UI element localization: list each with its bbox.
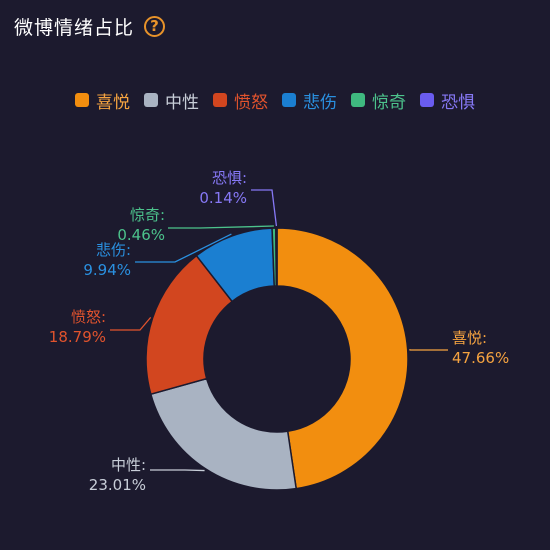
- legend-label: 愤怒: [234, 92, 268, 113]
- chart-header: 微博情绪占比 ?: [14, 10, 166, 42]
- legend-item[interactable]: 恐惧: [420, 88, 475, 113]
- legend-swatch: [75, 93, 89, 107]
- legend-item[interactable]: 惊奇: [351, 88, 406, 113]
- chart-title: 微博情绪占比: [14, 16, 135, 39]
- legend-label: 中性: [165, 92, 199, 113]
- legend-swatch: [144, 93, 158, 107]
- donut-slice[interactable]: [276, 227, 409, 490]
- legend-label: 惊奇: [372, 92, 406, 113]
- leader-line: [409, 348, 448, 351]
- leader-line: [110, 316, 152, 331]
- legend-item[interactable]: 愤怒: [213, 88, 268, 113]
- legend-item[interactable]: 喜悦: [75, 88, 130, 113]
- legend-swatch: [420, 93, 434, 107]
- legend-item[interactable]: 悲伤: [282, 88, 337, 113]
- slice-value-label: 9.94%: [83, 261, 131, 279]
- chart-legend: 喜悦 中性 愤怒 悲伤 惊奇 恐惧: [0, 86, 550, 114]
- leader-line: [251, 189, 278, 227]
- leader-line: [168, 225, 274, 229]
- legend-label: 悲伤: [303, 92, 337, 113]
- leader-line: [150, 469, 205, 472]
- slice-name-label: 恐惧:: [212, 169, 247, 187]
- legend-item[interactable]: 中性: [144, 88, 199, 113]
- donut-slice[interactable]: [275, 227, 278, 287]
- legend-label: 恐惧: [441, 92, 475, 113]
- legend-swatch: [213, 93, 227, 107]
- slice-name-label: 中性:: [111, 456, 146, 474]
- slice-value-label: 47.66%: [452, 349, 509, 367]
- legend-label: 喜悦: [96, 92, 130, 113]
- slice-name-label: 喜悦:: [452, 329, 487, 347]
- slice-name-label: 悲伤:: [96, 241, 131, 259]
- slice-value-label: 18.79%: [49, 328, 106, 346]
- slice-value-label: 0.14%: [199, 189, 247, 207]
- slice-value-label: 0.46%: [117, 226, 165, 244]
- legend-swatch: [351, 93, 365, 107]
- slice-name-label: 惊奇:: [130, 206, 165, 224]
- donut-slice[interactable]: [149, 377, 298, 491]
- slice-value-label: 23.01%: [89, 476, 146, 494]
- legend-swatch: [282, 93, 296, 107]
- leader-line: [135, 233, 232, 263]
- question-circle-icon[interactable]: ?: [144, 15, 166, 37]
- slice-name-label: 愤怒:: [71, 308, 106, 326]
